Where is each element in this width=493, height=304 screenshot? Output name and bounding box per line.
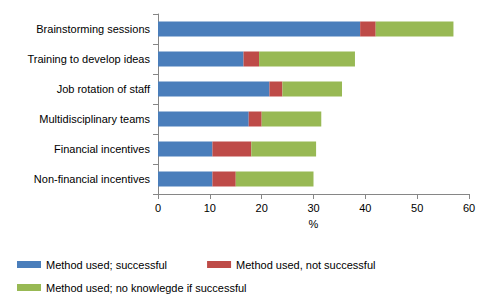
- svg-text:Method used; successful: Method used; successful: [46, 259, 167, 271]
- svg-text:Multidisciplinary teams: Multidisciplinary teams: [39, 113, 150, 125]
- svg-text:Non-financial incentives: Non-financial incentives: [34, 173, 151, 185]
- svg-text:Method used; no knowlegde if s: Method used; no knowlegde if successful: [46, 282, 247, 294]
- svg-text:30: 30: [307, 202, 319, 214]
- svg-text:60: 60: [463, 202, 475, 214]
- svg-text:20: 20: [256, 202, 268, 214]
- svg-text:0: 0: [155, 202, 161, 214]
- svg-text:40: 40: [359, 202, 371, 214]
- svg-text:Brainstorming sessions: Brainstorming sessions: [36, 23, 150, 35]
- svg-text:50: 50: [411, 202, 423, 214]
- svg-text:Method used, not successful: Method used, not successful: [236, 259, 375, 271]
- svg-text:Financial incentives: Financial incentives: [54, 143, 150, 155]
- svg-text:%: %: [309, 218, 319, 230]
- svg-text:Training to develop ideas: Training to develop ideas: [27, 53, 150, 65]
- svg-text:10: 10: [204, 202, 216, 214]
- svg-text:Job rotation of staff: Job rotation of staff: [57, 83, 151, 95]
